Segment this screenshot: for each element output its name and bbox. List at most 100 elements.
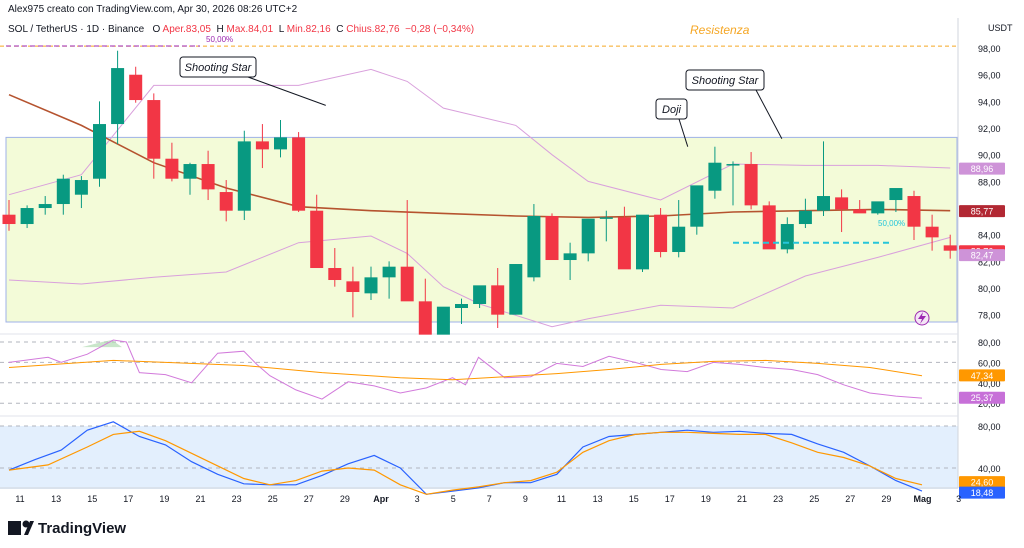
stoch-badge-value: 24,60 [971,478,994,488]
rsi-line [8,339,923,400]
candle-body [654,214,668,253]
time-tick-label: 7 [487,494,492,504]
candle [93,101,106,187]
candle [165,142,179,182]
candle-body [237,141,251,211]
price-axis[interactable]: 98,0096,0094,0092,0090,0088,0086,0084,00… [959,23,1013,499]
candle-body [744,164,758,206]
candle [943,234,957,259]
time-tick-label: 19 [701,494,711,504]
candle-body [491,285,505,315]
stoch-badge-bg [959,486,1005,499]
tradingview-logo[interactable]: TradingView [8,520,126,537]
time-tick-label: 11 [557,494,566,504]
candle-body [889,188,903,201]
stoch-d-line [8,430,923,495]
attribution-text: Alex975 creato con TradingView.com, Apr … [8,4,298,15]
candle-body [636,214,649,270]
open-value: Aper.83,05 [162,24,211,35]
close-value: Chius.82,76 [346,24,400,35]
candle-body [581,218,595,254]
candle-body [2,214,16,225]
candle [708,146,722,199]
change-value: −0,28 (−0,34%) [405,24,475,35]
time-axis[interactable]: 11 13 15 17 19 21 23 25 27 29 Apr 3 5 7 9 11 13 15 17 19 21 2… [15,494,961,504]
candle [672,200,686,258]
candle [38,196,52,215]
candle-body [907,196,921,227]
time-tick-label: 11 [15,494,24,504]
symbol-title[interactable]: SOL / TetherUS · 1D · Binance [8,24,145,35]
candle [310,194,324,269]
candle [599,210,613,242]
candle [563,242,577,281]
candle [509,264,523,315]
callout-pointer [247,76,326,106]
high-value: Max.84,01 [226,24,274,35]
bollinger-upper-line [8,68,951,201]
candle [129,66,143,103]
time-tick-label: 27 [845,494,855,504]
candle-body [617,217,631,270]
candle [219,180,233,222]
candles-layer [2,50,957,335]
time-tick-label: 15 [87,494,97,504]
rsi-badge-bg [959,369,1005,382]
alert-lightning-icon [914,310,930,326]
price-badge-value: 88,96 [971,164,994,174]
time-tick-label: 25 [268,494,278,504]
time-tick-label: 25 [809,494,819,504]
candle [889,188,903,213]
time-tick-label: 13 [593,494,603,504]
candle-body [835,197,849,210]
price-badge-bg [959,205,1005,218]
candle [744,152,758,210]
candle [455,298,468,325]
candle-body [817,196,830,211]
rsi-badge-value: 25,37 [971,393,994,403]
stoch-band-fill [0,426,958,489]
candle [762,201,776,250]
candle-body [726,164,740,166]
price-tick-label: 82,00 [978,257,1001,267]
candle-body [328,268,342,281]
close-label: C [336,24,344,35]
candle-body [165,158,179,179]
resistance-label: Resistenza [690,23,750,37]
time-tick-label: Apr [373,494,389,504]
candle [853,200,867,214]
candle-body [201,164,215,190]
bollinger-lower-line [8,235,951,328]
candle [654,208,668,258]
candle [400,200,414,302]
candle [726,161,740,206]
fib-level-label-left: 50,00% [206,35,233,44]
candle-body [436,306,450,335]
candle [20,205,34,229]
candle [925,214,939,251]
callout-label: Doji [662,104,682,116]
candle [817,141,830,217]
candle [835,189,849,233]
price-tick-label: 96,00 [978,71,1001,81]
candle [491,268,505,328]
indicators-layer [0,339,958,495]
candle-body [255,141,269,150]
time-tick-label: 5 [451,494,456,504]
candle-body [545,216,559,261]
candle [346,266,360,318]
price-unit-label: USDT [988,23,1013,33]
time-tick-label: 17 [123,494,133,504]
ohlc-legend: SOL / TetherUS · 1D · Binance O Aper.83,… [8,24,474,35]
time-tick-label: 9 [523,494,528,504]
candle [292,132,306,213]
high-label: H [216,24,224,35]
low-label: L [278,24,284,35]
callout-label: Shooting Star [692,75,760,87]
time-tick-label: 21 [737,494,747,504]
brand-name: TradingView [38,520,126,537]
candle [617,206,631,270]
candle-body [382,266,396,278]
candle [2,200,16,231]
